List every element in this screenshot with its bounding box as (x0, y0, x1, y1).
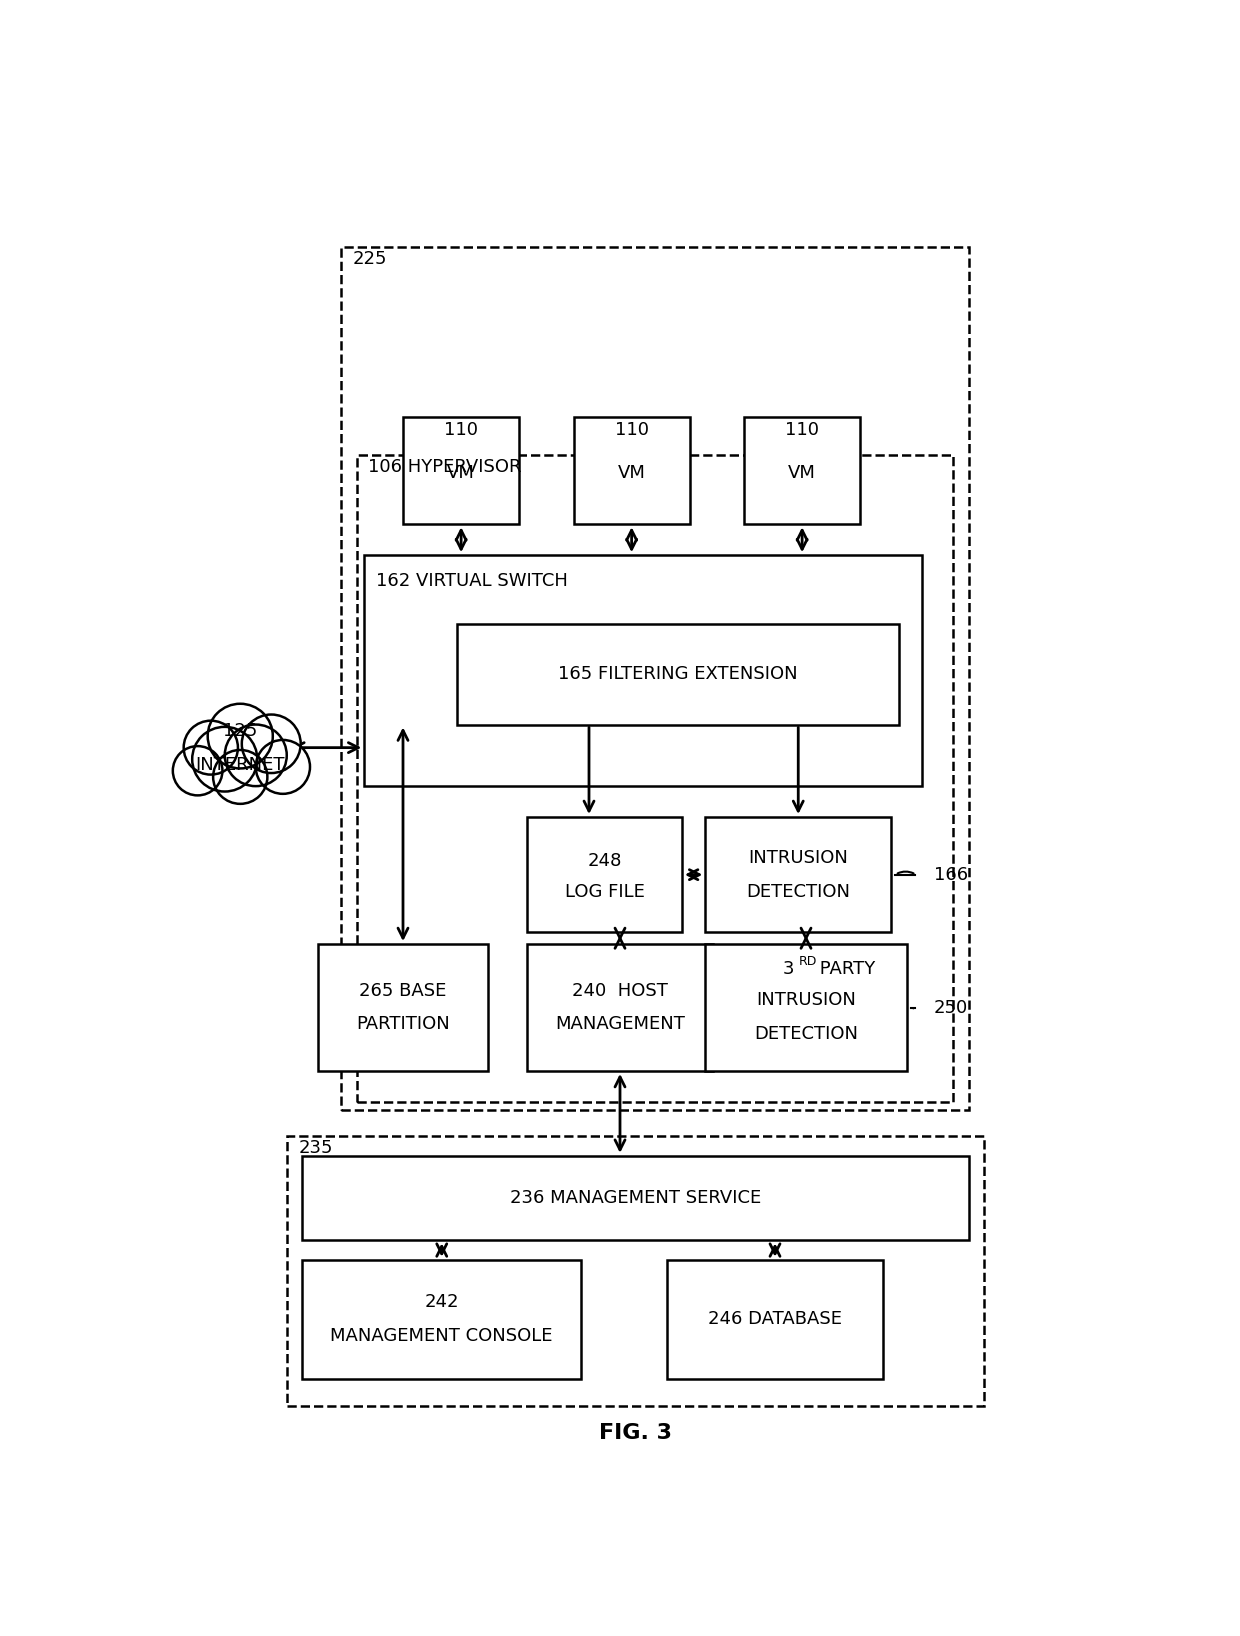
Bar (403, 417, 520, 525)
Text: PARTITION: PARTITION (356, 1016, 450, 1034)
Bar (286, 1137, 985, 1405)
Bar (357, 455, 954, 1101)
Circle shape (224, 725, 286, 787)
Text: 246 DATABASE: 246 DATABASE (708, 1310, 842, 1328)
Text: 236 MANAGEMENT SERVICE: 236 MANAGEMENT SERVICE (510, 1189, 761, 1207)
Text: 242: 242 (424, 1294, 459, 1312)
Bar (527, 816, 682, 933)
Bar (706, 816, 892, 933)
Text: 110: 110 (785, 420, 820, 438)
Text: MANAGEMENT CONSOLE: MANAGEMENT CONSOLE (331, 1327, 553, 1345)
Bar (365, 555, 923, 787)
Bar (303, 1260, 582, 1379)
Bar (573, 417, 689, 525)
Bar (667, 1260, 883, 1379)
Text: VM: VM (618, 463, 646, 481)
Bar (706, 944, 906, 1072)
Bar (527, 944, 713, 1072)
Bar (744, 417, 861, 525)
Text: 166: 166 (934, 865, 968, 883)
Text: 3: 3 (782, 960, 795, 978)
Circle shape (192, 726, 258, 792)
Text: 165 FILTERING EXTENSION: 165 FILTERING EXTENSION (558, 666, 797, 684)
Text: RD: RD (799, 955, 817, 969)
Text: 250: 250 (934, 998, 968, 1016)
Text: 240  HOST: 240 HOST (572, 982, 668, 1000)
Text: MANAGEMENT: MANAGEMENT (556, 1016, 684, 1034)
Circle shape (184, 721, 238, 774)
Text: 265 BASE: 265 BASE (360, 982, 446, 1000)
Text: FIG. 3: FIG. 3 (599, 1423, 672, 1443)
Text: 235: 235 (299, 1139, 332, 1157)
Text: LOG FILE: LOG FILE (564, 883, 645, 901)
Circle shape (213, 749, 268, 803)
Text: VM: VM (789, 463, 816, 481)
Text: 248: 248 (588, 852, 621, 870)
Text: 162 VIRTUAL SWITCH: 162 VIRTUAL SWITCH (376, 573, 568, 591)
Circle shape (255, 739, 310, 793)
Text: DETECTION: DETECTION (754, 1026, 858, 1044)
Circle shape (172, 746, 222, 795)
Circle shape (207, 703, 273, 769)
Bar (341, 247, 968, 1109)
Text: 110: 110 (615, 420, 649, 438)
Bar (303, 1155, 968, 1240)
Text: VM: VM (448, 463, 475, 481)
Bar (458, 625, 899, 725)
Text: 125: 125 (223, 721, 258, 739)
Text: INTRUSION: INTRUSION (748, 849, 848, 867)
Text: DETECTION: DETECTION (746, 883, 851, 901)
Text: 110: 110 (444, 420, 479, 438)
Text: INTERNET: INTERNET (196, 756, 285, 774)
Text: 106 HYPERVISOR: 106 HYPERVISOR (368, 458, 522, 476)
Text: 225: 225 (352, 250, 387, 268)
Text: PARTY: PARTY (813, 960, 875, 978)
Text: INTRUSION: INTRUSION (756, 991, 856, 1009)
Bar (317, 944, 489, 1072)
Circle shape (242, 715, 300, 774)
